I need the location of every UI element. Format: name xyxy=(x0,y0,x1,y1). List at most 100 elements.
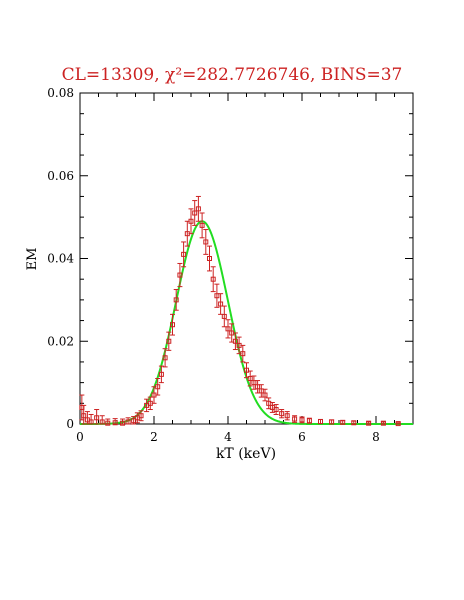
data-marker xyxy=(380,420,386,426)
data-point xyxy=(306,417,312,424)
data-point xyxy=(225,319,231,339)
y-tick-label: 0.04 xyxy=(47,252,74,266)
data-marker xyxy=(138,413,144,419)
data-marker xyxy=(247,375,253,381)
data-point xyxy=(199,212,205,239)
data-marker xyxy=(181,251,187,257)
data-marker xyxy=(244,367,249,373)
data-marker xyxy=(199,222,205,228)
data-marker xyxy=(218,301,224,307)
data-point xyxy=(125,417,131,425)
data-marker xyxy=(284,413,290,419)
y-tick-label: 0.08 xyxy=(47,86,74,100)
data-point xyxy=(318,418,323,425)
y-tick-label: 0.06 xyxy=(47,169,74,183)
x-tick-label: 2 xyxy=(150,430,158,444)
data-point xyxy=(112,418,118,426)
data-point xyxy=(240,344,246,363)
tick-labels: 0 2 4 6 8 0 0.02 0.04 0.06 0.08 xyxy=(47,86,380,444)
x-tick-label: 0 xyxy=(76,430,84,444)
data-marker xyxy=(192,210,198,216)
data-marker xyxy=(105,420,111,426)
x-tick-label: 8 xyxy=(372,430,380,444)
data-marker xyxy=(81,413,87,419)
data-point xyxy=(244,362,249,379)
data-point xyxy=(214,283,220,308)
data-marker xyxy=(112,420,118,426)
data-point xyxy=(284,411,290,421)
chart-title: CL=13309, χ²=282.7726746, BINS=37 xyxy=(62,65,403,85)
data-point xyxy=(247,370,253,387)
data-point xyxy=(299,416,305,424)
data-marker xyxy=(225,326,231,332)
data-point xyxy=(173,289,179,311)
data-point xyxy=(166,331,172,351)
data-marker xyxy=(214,293,220,299)
data-point xyxy=(273,404,279,415)
data-marker xyxy=(262,392,268,398)
axis-ticks xyxy=(79,92,414,425)
data-marker xyxy=(203,239,209,245)
data-marker xyxy=(162,355,168,361)
data-point xyxy=(170,313,175,336)
data-point xyxy=(210,266,216,293)
model-curve-layer xyxy=(80,220,413,425)
data-marker xyxy=(240,351,246,357)
x-tick-label: 4 xyxy=(224,430,232,444)
data-point xyxy=(192,200,198,226)
data-marker xyxy=(255,384,261,390)
data-marker xyxy=(221,313,227,319)
data-point xyxy=(162,348,168,368)
data-point xyxy=(329,419,335,425)
model-curve xyxy=(80,220,413,425)
data-marker xyxy=(170,322,175,328)
data-marker xyxy=(251,380,257,386)
data-marker xyxy=(177,272,183,278)
data-marker xyxy=(94,415,100,421)
data-marker xyxy=(299,417,305,423)
data-point xyxy=(203,229,209,255)
data-point xyxy=(340,419,346,425)
x-axis-label: kT (keV) xyxy=(216,446,276,462)
data-point xyxy=(99,415,105,425)
data-marker xyxy=(292,416,298,422)
data-point xyxy=(181,241,187,268)
data-marker xyxy=(120,420,126,426)
data-marker xyxy=(258,388,264,394)
data-marker xyxy=(232,338,238,344)
data-point xyxy=(158,365,164,384)
data-marker xyxy=(395,421,401,427)
data-point xyxy=(105,418,111,426)
data-point xyxy=(232,332,238,351)
data-marker xyxy=(306,418,312,424)
data-marker xyxy=(340,419,346,425)
data-point xyxy=(380,420,386,426)
data-marker xyxy=(195,206,201,212)
data-marker xyxy=(155,384,161,390)
data-point xyxy=(120,418,126,426)
data-marker xyxy=(166,338,172,344)
data-marker xyxy=(131,418,137,424)
data-point xyxy=(351,420,357,426)
data-marker xyxy=(173,297,179,303)
data-point xyxy=(221,305,227,328)
data-marker xyxy=(329,419,335,425)
data-marker xyxy=(351,420,357,426)
data-marker xyxy=(158,371,164,377)
data-point xyxy=(251,375,257,390)
data-point xyxy=(395,421,401,427)
y-tick-label: 0 xyxy=(66,417,74,431)
y-tick-label: 0.02 xyxy=(47,334,74,348)
data-point xyxy=(188,208,194,235)
data-point xyxy=(366,420,372,426)
data-point xyxy=(88,413,94,425)
data-marker xyxy=(125,419,131,425)
data-point xyxy=(292,415,298,423)
data-point xyxy=(279,409,285,419)
data-marker xyxy=(266,400,272,406)
data-marker xyxy=(210,276,216,282)
data-point xyxy=(94,409,100,425)
x-tick-label: 6 xyxy=(298,430,306,444)
data-marker xyxy=(88,419,94,425)
data-marker xyxy=(273,407,279,413)
